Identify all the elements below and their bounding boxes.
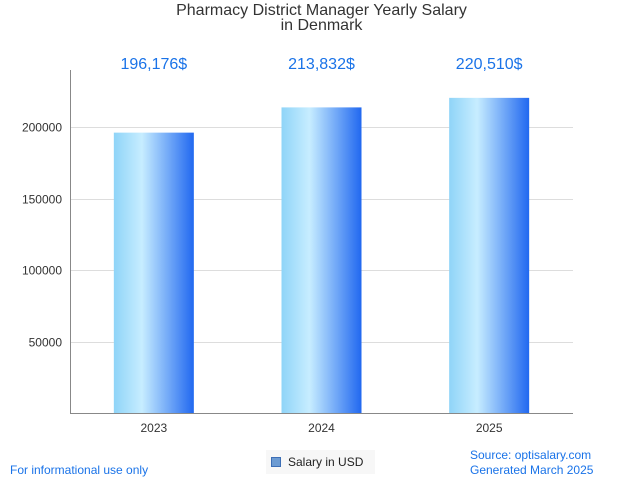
chart-title: Pharmacy District Manager Yearly Salary … bbox=[0, 2, 643, 34]
legend-label: Salary in USD bbox=[288, 455, 364, 469]
chart-title-line-2: in Denmark bbox=[280, 17, 363, 34]
data-label: 196,176$ bbox=[120, 56, 187, 73]
disclaimer-text: For informational use only bbox=[10, 463, 149, 477]
x-tick-label: 2024 bbox=[308, 421, 335, 435]
footer-source-block: Source: optisalary.com Generated March 2… bbox=[470, 448, 593, 478]
data-label: 213,832$ bbox=[288, 56, 355, 73]
y-tick-label: 100000 bbox=[22, 264, 62, 278]
axes bbox=[70, 70, 573, 414]
source-text: Source: optisalary.com bbox=[470, 448, 592, 462]
bar-2024[interactable] bbox=[281, 107, 362, 413]
bar-2025[interactable] bbox=[449, 97, 530, 413]
data-label: 220,510$ bbox=[456, 56, 523, 73]
y-tick-label: 50000 bbox=[29, 336, 63, 350]
x-tick-label: 2023 bbox=[140, 421, 167, 435]
y-tick-label: 200000 bbox=[22, 121, 62, 135]
labels: 50000 100000 150000 200000 196,176$ 2023 213,8… bbox=[22, 56, 523, 435]
bar-2023[interactable] bbox=[113, 132, 194, 413]
generated-text: Generated March 2025 bbox=[470, 463, 594, 477]
chart-title-line-1: Pharmacy District Manager Yearly Salary bbox=[176, 2, 467, 19]
x-tick-label: 2025 bbox=[476, 421, 503, 435]
legend[interactable]: Salary in USD bbox=[266, 450, 376, 474]
y-tick-label: 150000 bbox=[22, 193, 62, 207]
bars bbox=[113, 97, 530, 413]
legend-swatch bbox=[271, 457, 281, 467]
